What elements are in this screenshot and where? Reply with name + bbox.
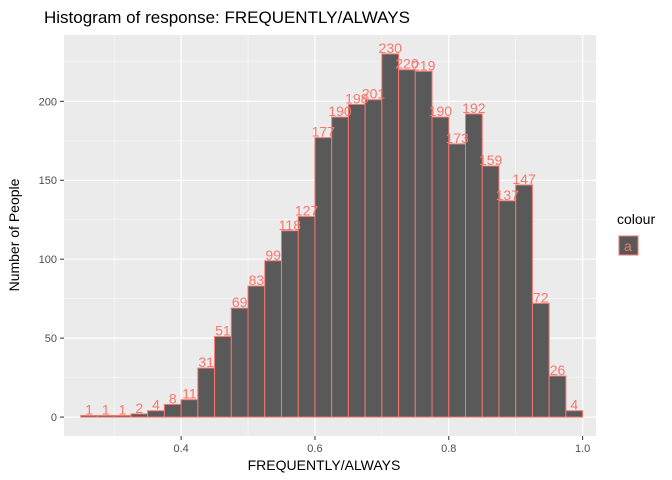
bar-count-label: 99 bbox=[265, 247, 281, 263]
bar-count-label: 11 bbox=[182, 386, 197, 402]
histogram-bar bbox=[381, 53, 400, 418]
bar-count-label: 69 bbox=[232, 294, 248, 310]
histogram-bar bbox=[347, 103, 366, 418]
legend-key bbox=[618, 235, 639, 256]
bar-count-label: 192 bbox=[462, 100, 486, 116]
bar-count-label: 198 bbox=[345, 90, 369, 106]
x-tick-label: 0.6 bbox=[307, 443, 322, 455]
histogram-bar bbox=[548, 375, 567, 418]
x-tick-label: 0.8 bbox=[441, 443, 456, 455]
bar-count-label: 173 bbox=[445, 130, 469, 146]
histogram-bar bbox=[481, 165, 500, 418]
histogram-bar bbox=[297, 216, 316, 418]
bar-count-label: 4 bbox=[152, 397, 160, 413]
bar-count-label: 201 bbox=[362, 86, 386, 102]
bar-count-label: 1 bbox=[102, 401, 110, 417]
bar-count-label: 51 bbox=[215, 323, 231, 339]
bar-count-label: 159 bbox=[479, 152, 503, 168]
histogram-bar bbox=[197, 367, 216, 418]
histogram-bar bbox=[264, 260, 282, 418]
histogram-bar bbox=[431, 116, 450, 418]
bar-count-label: 219 bbox=[412, 57, 436, 73]
legend-entry-label: a bbox=[624, 238, 632, 254]
histogram-bar bbox=[414, 70, 433, 418]
x-tick-label: 0.4 bbox=[173, 443, 188, 455]
histogram-bar bbox=[498, 200, 517, 418]
bar-count-label: 118 bbox=[279, 217, 302, 233]
histogram-bar bbox=[247, 285, 266, 418]
histogram-bar bbox=[515, 184, 533, 418]
histogram-bar bbox=[448, 143, 467, 418]
bar-count-label: 190 bbox=[429, 103, 453, 119]
bar-count-label: 230 bbox=[379, 40, 403, 56]
histogram-bar bbox=[214, 336, 232, 418]
histogram-bar bbox=[230, 307, 249, 418]
bar-count-label: 147 bbox=[512, 171, 536, 187]
chart-title: Histogram of response: FREQUENTLY/ALWAYS bbox=[44, 8, 410, 27]
histogram-bar bbox=[565, 410, 584, 418]
x-axis: 0.4 0.6 0.8 1.0 bbox=[173, 436, 590, 455]
y-tick-label: 0 bbox=[51, 412, 57, 424]
y-tick-label: 50 bbox=[45, 333, 57, 345]
y-tick-label: 200 bbox=[39, 96, 57, 108]
legend-title: colour bbox=[617, 211, 655, 227]
bar-count-label: 2 bbox=[135, 400, 143, 416]
y-tick-label: 100 bbox=[39, 254, 57, 266]
bar-count-label: 1 bbox=[119, 401, 127, 417]
y-tick-label: 150 bbox=[39, 175, 57, 187]
histogram-bar bbox=[331, 116, 349, 418]
bar-count-label: 26 bbox=[550, 362, 566, 378]
legend: colour a bbox=[617, 211, 655, 256]
histogram-bar bbox=[280, 230, 299, 418]
histogram-bar bbox=[398, 69, 416, 418]
bar-count-label: 127 bbox=[295, 203, 319, 219]
histogram-bar bbox=[364, 99, 383, 418]
bar-count-label: 31 bbox=[198, 354, 214, 370]
bar-count-label: 4 bbox=[570, 397, 578, 413]
histogram-bar bbox=[180, 399, 199, 418]
bar-count-label: 83 bbox=[249, 272, 265, 288]
bar-count-label: 177 bbox=[312, 124, 336, 140]
bar-count-label: 220 bbox=[395, 56, 419, 72]
bar-count-label: 190 bbox=[328, 103, 352, 119]
y-axis: 0 50 100 150 200 bbox=[39, 96, 64, 424]
bar-count-label: 8 bbox=[169, 390, 177, 406]
bar-count-label: 72 bbox=[533, 289, 549, 305]
bar-count-label: 1 bbox=[85, 401, 93, 417]
histogram-bar bbox=[531, 302, 550, 418]
x-tick-label: 1.0 bbox=[575, 443, 590, 455]
bars bbox=[80, 53, 584, 418]
x-axis-title: FREQUENTLY/ALWAYS bbox=[248, 457, 401, 473]
bar-count-label: 137 bbox=[496, 187, 520, 203]
y-axis-title: Number of People bbox=[6, 178, 22, 291]
histogram-bar bbox=[314, 137, 333, 418]
bar-labels: 1 1 1 2 4 8 1131516983991181271771901982012302… bbox=[85, 40, 578, 418]
